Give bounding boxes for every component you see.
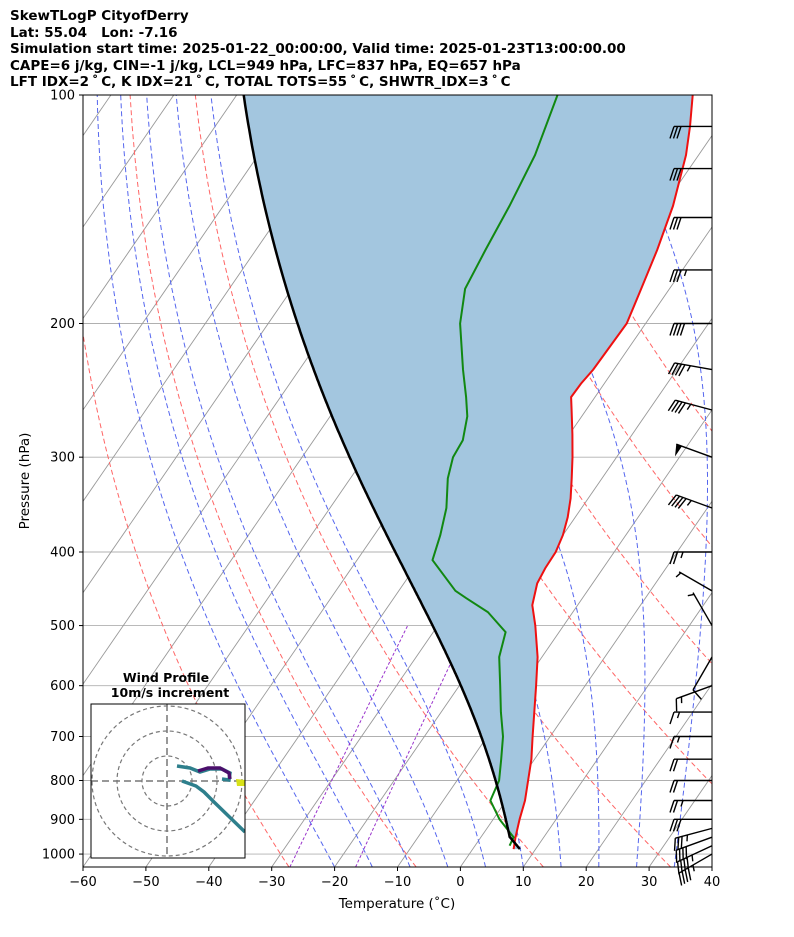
y-tick-label: 500 [50,619,75,634]
chart-header: SkewTLogP CityofDerry Lat: 55.04 Lon: -7… [10,8,790,91]
isotherm-line [711,866,712,867]
mixing-ratio-line [355,625,470,867]
wind-barb [669,818,712,832]
y-axis-label: Pressure (hPa) [17,433,33,530]
x-tick-label: −30 [258,875,285,890]
hodograph-subtitle: 10m/s increment [111,685,229,700]
wind-barb [669,799,712,813]
moist-adiabat-line [473,95,646,867]
cape-shading [243,95,693,850]
isotherm-line [460,500,712,867]
parcel-profile [242,95,521,850]
wind-barb [687,592,713,626]
moist-adiabat-line [146,95,411,867]
wind-barb [675,443,713,458]
hodograph-trace-top [236,779,245,786]
temperature-profile [512,95,694,850]
moist-adiabat-line [711,863,712,867]
x-tick-label: −50 [132,875,159,890]
isotherm-line [83,95,300,411]
wind-barb [675,571,713,592]
dewpoint-profile [431,95,559,847]
hodograph-inset: Wind Profile 10m/s increment [90,670,246,859]
wind-barb [692,656,713,700]
station-title: SkewTLogP CityofDerry [10,8,189,24]
wind-barb [669,125,712,139]
wind-barb [669,216,712,230]
y-tick-label: 1000 [42,848,75,863]
isotherm-line [83,95,238,320]
y-tick-label: 800 [50,774,75,789]
x-tick-label: 0 [456,875,464,890]
wind-barb [669,735,712,749]
moist-adiabat-line [210,95,487,867]
isotherm-line [522,591,712,867]
wind-barb [669,269,712,283]
wind-barb [675,836,713,863]
index-line: LFT IDX=2 ˚ C, K IDX=21 ˚ C, TOTAL TOTS=… [10,74,511,90]
wind-barb [669,779,712,793]
y-tick-label: 600 [50,679,75,694]
wind-barb [667,494,713,509]
cape-line: CAPE=6 j/kg, CIN=-1 j/kg, LCL=949 hPa, L… [10,57,521,74]
dry-adiabat-line [83,330,290,867]
y-tick-label: 200 [50,317,75,332]
wind-barbs [667,125,713,886]
x-axis-label: Temperature (˚C) [338,895,456,912]
x-tick-label: 20 [578,875,595,890]
wind-barb [673,827,713,851]
mixing-ratio-line [289,625,409,867]
plot-area [83,95,712,867]
x-tick-label: −40 [195,875,222,890]
isotherm-line [585,683,712,867]
wind-barb [667,362,713,377]
wind-barb [669,167,712,181]
y-tick-label: 300 [50,451,75,466]
dry-adiabat-line [129,95,417,867]
axes: −60 −50 −40 −30 −20 −10 0 10 20 30 40 100 200 300 400 5… [42,89,720,891]
wind-barb [669,758,712,772]
hodograph-title: Wind Profile [123,670,209,685]
y-tick-label: 100 [50,89,75,104]
wind-barb [669,711,712,725]
x-tick-label: −60 [69,875,96,890]
hodograph-trace-low [181,779,245,834]
moist-adiabat-line [96,95,336,867]
y-tick-label: 700 [50,730,75,745]
hodograph-trace-high [197,766,232,780]
x-tick-label: 40 [704,875,721,890]
dry-adiabat-line [520,95,712,432]
x-tick-label: 30 [641,875,658,890]
isotherm-line [334,317,712,867]
dry-adiabat-line [455,95,712,548]
wind-barb [669,551,712,565]
x-tick-label: 10 [515,875,532,890]
y-tick-label: 400 [50,546,75,561]
moist-adiabat-line [175,95,449,867]
wind-barb [669,322,712,336]
hodograph-frame [90,703,246,859]
location-line: Lat: 55.04 Lon: -7.16 [10,24,178,41]
x-tick-label: −10 [384,875,411,890]
x-tick-label: −20 [321,875,348,890]
moist-adiabat-line [120,95,373,867]
wind-barb [667,399,713,414]
time-line: Simulation start time: 2025-01-22_00:00:… [10,41,626,57]
y-tick-label: 900 [50,813,75,828]
isotherm-line [83,95,175,228]
